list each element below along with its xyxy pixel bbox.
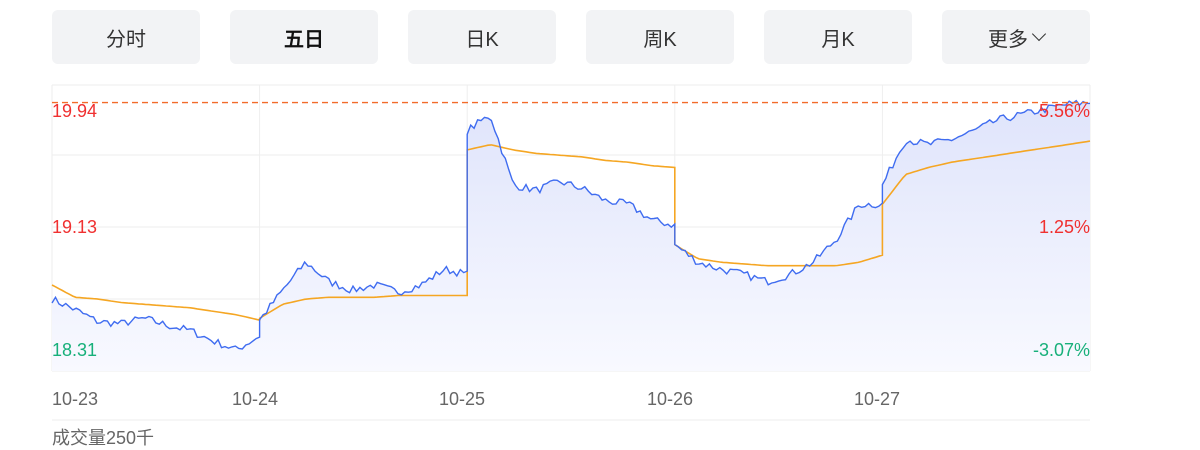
y-tick-right-mid: 1.25% [1038,217,1090,237]
x-tick: 10-27 [854,389,901,409]
tab-label: 更多 [988,28,1028,51]
x-tick: 10-24 [232,389,279,409]
tab-0[interactable]: 分时 [52,10,200,64]
y-tick-right-bottom: -3.07% [1032,340,1090,360]
five-day-chart [51,84,1091,421]
x-tick: 10-26 [647,389,694,409]
price-line [51,99,1091,350]
y-tick-left-bottom: 18.31 [52,340,98,360]
tab-label: 分时 [106,28,146,51]
x-tick: 10-23 [52,389,99,409]
y-tick-left-top: 19.94 [52,101,98,121]
tab-2[interactable]: 日K [408,10,556,64]
average-price-line [51,140,1091,322]
y-tick-left-mid: 19.13 [52,217,98,237]
tab-1[interactable]: 五日 [230,10,378,64]
tab-3[interactable]: 周K [586,10,734,64]
tab-5[interactable]: 更多 [942,10,1090,64]
price-area-fill [52,100,1090,371]
tab-label: 周K [643,28,677,51]
volume-label: 成交量250千 [52,428,155,448]
period-tabs: 分时 五日 日K 周K 月K 更多 [52,10,1090,64]
tab-4[interactable]: 月K [764,10,912,64]
tab-label: 月K [821,28,855,51]
x-tick: 10-25 [439,389,486,409]
y-tick-right-top: 5.56% [1038,101,1090,121]
tab-label: 五日 [284,28,324,51]
tab-label: 日K [465,28,499,51]
